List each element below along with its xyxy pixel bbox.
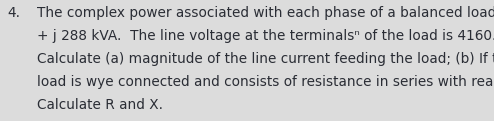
Text: The complex power associated with each phase of a balanced load is 384: The complex power associated with each p… xyxy=(37,6,494,20)
Text: + j 288 kVA.  The line voltage at the terminalsⁿ of the load is 4160.: + j 288 kVA. The line voltage at the ter… xyxy=(37,29,494,43)
Text: Calculate R and X.: Calculate R and X. xyxy=(37,98,163,112)
Text: load is wye connected and consists of resistance in series with reactance,: load is wye connected and consists of re… xyxy=(37,75,494,89)
Text: 4.: 4. xyxy=(7,6,20,20)
Text: Calculate (a) magnitude of the line current feeding the load; (b) If the: Calculate (a) magnitude of the line curr… xyxy=(37,52,494,66)
